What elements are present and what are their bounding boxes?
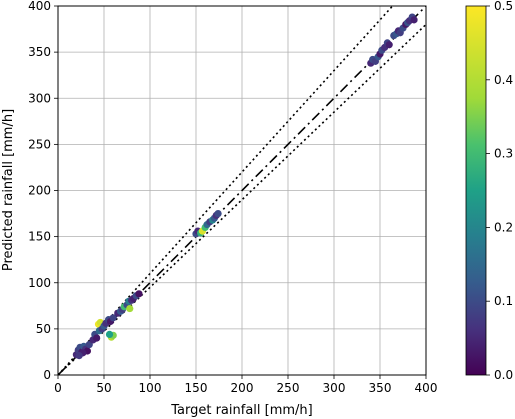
- y-tick-label: 300: [28, 91, 51, 105]
- x-tick-label: 300: [323, 381, 346, 395]
- y-tick-label: 100: [28, 276, 51, 290]
- data-point: [126, 304, 134, 313]
- colorbar-tick-label: 0.3: [494, 147, 513, 161]
- x-tick-label: 400: [415, 381, 438, 395]
- x-tick-label: 200: [231, 381, 254, 395]
- x-tick-label: 50: [96, 381, 111, 395]
- data-point: [385, 41, 393, 49]
- x-axis-label: Target rainfall [mm/h]: [170, 403, 313, 418]
- axis-ticks: 0 50 100 150 200 250 300 350 400 0 50 100 150 200 250 3…: [28, 0, 437, 395]
- colorbar-tick-label: 0.1: [494, 294, 513, 308]
- colorbar-tick-label: 0.5: [494, 0, 513, 13]
- y-tick-label: 200: [28, 184, 51, 198]
- colorbar: [465, 5, 487, 376]
- x-tick-label: 0: [54, 381, 62, 395]
- colorbar-ticks: 0.0 0.1 0.2 0.3 0.4 0.5: [486, 0, 513, 382]
- colorbar-tick-label: 0.4: [494, 73, 513, 87]
- colorbar-tick-label: 0.2: [494, 220, 513, 234]
- data-point: [214, 209, 222, 218]
- y-tick-label: 50: [36, 322, 51, 336]
- colorbar-tick-label: 0.0: [494, 368, 513, 382]
- y-tick-label: 0: [43, 368, 51, 382]
- data-point: [135, 290, 143, 298]
- y-tick-label: 350: [28, 45, 51, 59]
- x-tick-label: 150: [185, 381, 208, 395]
- y-axis-label: Predicted rainfall [mm/h]: [1, 109, 16, 271]
- y-tick-label: 250: [28, 137, 51, 151]
- data-points: [72, 13, 418, 360]
- bound-line: [58, 6, 394, 375]
- data-point: [109, 314, 117, 322]
- x-tick-label: 250: [277, 381, 300, 395]
- x-tick-label: 100: [139, 381, 162, 395]
- y-tick-label: 400: [28, 0, 51, 13]
- y-tick-label: 150: [28, 230, 51, 244]
- data-point: [93, 334, 101, 342]
- x-tick-label: 350: [369, 381, 392, 395]
- data-point: [105, 330, 114, 339]
- data-point: [75, 352, 83, 360]
- data-point: [410, 16, 418, 24]
